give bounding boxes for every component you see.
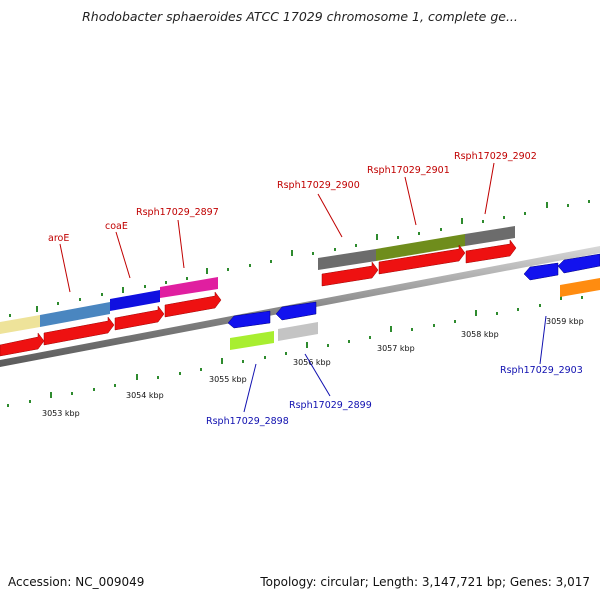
- gene-label-2897[interactable]: Rsph17029_2897: [136, 207, 219, 218]
- cds-arrow-2899[interactable]: [275, 301, 317, 321]
- gene-feature-aroE[interactable]: [110, 290, 160, 311]
- gene-label-coaE[interactable]: coaE: [105, 221, 128, 232]
- axis-label-3053: 3053 kbp: [42, 409, 80, 418]
- gene-feature-lime[interactable]: [230, 331, 274, 350]
- gene-label-2899[interactable]: Rsph17029_2899: [289, 400, 372, 411]
- axis-label-3059: 3059 kbp: [546, 317, 584, 326]
- gene-feature-orange[interactable]: [560, 278, 600, 297]
- cds-arrow-4[interactable]: [164, 291, 222, 318]
- bottom-leader-lines: [243, 315, 547, 413]
- gene-feature-lightgray[interactable]: [278, 322, 318, 341]
- cds-arrow-7[interactable]: [465, 239, 517, 264]
- cds-arrow-1[interactable]: [0, 332, 45, 357]
- gene-feature-gray-2[interactable]: [465, 226, 515, 246]
- gene-label-2902[interactable]: Rsph17029_2902: [454, 151, 537, 162]
- top-leader-lines: [59, 162, 495, 293]
- cds-arrow-6[interactable]: [378, 244, 466, 275]
- cds-arrow-right-edge[interactable]: [557, 253, 600, 274]
- axis-label-3054: 3054 kbp: [126, 391, 164, 400]
- gene-feature-coaE[interactable]: [160, 277, 218, 298]
- axis-label-3058: 3058 kbp: [461, 330, 499, 339]
- cds-arrow-2903[interactable]: [523, 262, 559, 281]
- cds-arrow-3[interactable]: [114, 305, 165, 331]
- axis-label-3056: 3056 kbp: [293, 358, 331, 367]
- cds-arrow-2[interactable]: [43, 316, 115, 346]
- gene-feature-yellow[interactable]: [0, 315, 40, 334]
- gene-label-aroE[interactable]: aroE: [48, 233, 69, 244]
- gene-feature-green[interactable]: [376, 234, 465, 261]
- lower-tick-row: [7, 294, 583, 407]
- genome-summary-text: Topology: circular; Length: 3,147,721 bp…: [260, 575, 590, 589]
- gene-feature-arom-blue[interactable]: [40, 302, 110, 327]
- gene-label-2901[interactable]: Rsph17029_2901: [367, 165, 450, 176]
- page-title: Rhodobacter sphaeroides ATCC 17029 chrom…: [82, 9, 518, 24]
- gene-label-2898[interactable]: Rsph17029_2898: [206, 416, 289, 427]
- upper-tick-row: [9, 200, 590, 317]
- cds-arrow-2898[interactable]: [227, 310, 271, 329]
- axis-label-3057: 3057 kbp: [377, 344, 415, 353]
- gene-label-2903[interactable]: Rsph17029_2903: [500, 365, 583, 376]
- axis-label-3055: 3055 kbp: [209, 375, 247, 384]
- gene-feature-gray-1[interactable]: [318, 249, 376, 270]
- gene-label-2900[interactable]: Rsph17029_2900: [277, 180, 360, 191]
- cds-arrow-5[interactable]: [321, 261, 379, 287]
- accession-text: Accession: NC_009049: [8, 575, 145, 589]
